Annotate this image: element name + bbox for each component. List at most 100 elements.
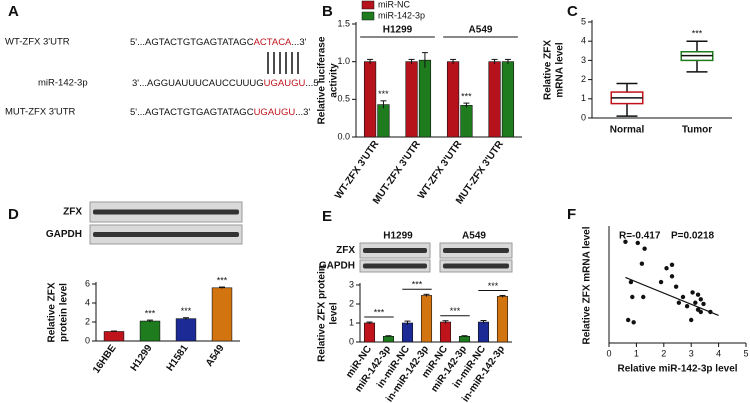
panel-label: A: [8, 3, 19, 20]
blot-band: [363, 248, 427, 253]
y-tick-label: 2: [349, 298, 354, 308]
y-tick-label: 0.0: [337, 131, 350, 141]
point: [641, 294, 646, 300]
sig-label: ***: [374, 307, 385, 317]
y-axis-label: Relative ZFX: [543, 40, 554, 100]
fit-line: [625, 276, 719, 316]
sequence: 5'...AGTACTGTGAGTATAGCACTACA...3': [130, 37, 307, 48]
y-tick-label: 0: [349, 336, 354, 346]
x-tick-label: 1: [634, 348, 639, 358]
seq-site: ACTACA: [254, 37, 292, 48]
bar: [382, 335, 395, 343]
x-tick-label: WT-ZFX 3'UTR: [333, 138, 382, 201]
panel-label: B: [322, 3, 333, 20]
blot-label: GAPDH: [46, 229, 82, 240]
point: [698, 309, 703, 315]
sequence-name: miR-142-3p: [38, 78, 88, 89]
point: [635, 240, 640, 246]
blot-band: [93, 209, 239, 215]
x-tick-label: 16HBE: [91, 343, 119, 376]
sig-label: ***: [412, 280, 423, 290]
bar: [418, 59, 432, 138]
pairing-lines: [267, 52, 299, 74]
y-tick-label: 0.5: [337, 94, 350, 104]
sig-label: ***: [461, 91, 472, 101]
y-axis-label: level: [329, 302, 340, 324]
sig-label: ***: [488, 281, 499, 291]
y-axis-label: protein level: [59, 283, 70, 342]
x-tick-label: Normal: [610, 125, 645, 136]
y-tick-label: 6: [85, 278, 90, 288]
seq-part: 5'...AGTACTGTGAGTATAGC: [130, 37, 254, 48]
y-tick-label: 2: [581, 74, 586, 84]
y-tick-label: 1.0: [337, 56, 350, 66]
seq-site: UGAUGU: [254, 107, 296, 118]
sig-label: ***: [181, 306, 192, 316]
stat-label: P=0.0218: [671, 231, 715, 242]
point: [684, 304, 690, 309]
group-label: H1299: [383, 25, 413, 36]
x-tick-label: Tumor: [682, 125, 712, 136]
y-tick-label: 3: [581, 55, 586, 65]
legend-label: miR-NC: [378, 0, 410, 9]
panel-label: C: [567, 3, 578, 20]
x-tick-label: 3: [689, 348, 694, 358]
point: [669, 274, 675, 279]
bar: [211, 287, 233, 342]
y-tick-label: 1.5: [337, 18, 350, 28]
bar: [460, 105, 473, 138]
point: [695, 292, 701, 297]
sig-label: ***: [145, 308, 156, 318]
point: [690, 290, 695, 295]
sig-label: ***: [692, 29, 703, 39]
bar: [139, 320, 161, 342]
seq-part: 5'...AGTACTGTGAGTATAGC: [130, 107, 254, 118]
stat-label: R=-0.417: [619, 231, 661, 242]
y-tick-label: 0: [581, 112, 586, 122]
group-label: H1299: [383, 231, 413, 242]
seq-part: ...3': [291, 37, 306, 48]
panel-label: F: [567, 206, 576, 223]
point: [693, 300, 698, 305]
y-axis-label: Relative luciferase: [317, 36, 328, 124]
point: [623, 239, 628, 244]
x-tick-label: H1299: [129, 343, 155, 374]
seq-part: ...5': [305, 78, 320, 89]
bar: [477, 321, 490, 343]
group-label: A549: [469, 25, 493, 36]
bar: [401, 322, 414, 343]
point: [676, 300, 682, 305]
y-axis-label: Relative ZFX protein: [317, 265, 328, 362]
y-tick-label: 1: [581, 93, 586, 103]
point: [628, 279, 634, 285]
point: [631, 320, 636, 325]
x-tick-label: H1581: [165, 343, 191, 374]
panel-a: A WT-ZFX 3'UTR 5'...AGTACTGTGAGTATAGCACT…: [5, 3, 321, 118]
x-tick-label: 5: [743, 348, 748, 358]
legend-label: miR-142-3p: [378, 10, 425, 20]
x-tick-label: 4: [716, 348, 721, 358]
seq-part: ...3': [295, 107, 310, 118]
legend-swatch: [361, 11, 375, 21]
seq-site: UGAUGU: [264, 78, 306, 89]
y-tick-label: 5: [581, 16, 586, 26]
blot-band: [93, 232, 239, 237]
point: [658, 279, 664, 285]
blot-band: [443, 248, 509, 253]
sequence-name: MUT-ZFX 3'UTR: [5, 107, 76, 118]
y-axis-label: Relative ZFX mRNA level: [582, 226, 593, 344]
blot-label: ZFX: [63, 207, 82, 218]
point: [680, 294, 686, 300]
point: [639, 261, 645, 266]
blot-band: [443, 263, 509, 269]
seq-part: 3'...AGGUAUUUCAUCCUUUG: [132, 78, 264, 89]
point: [664, 266, 669, 271]
blot-label: ZFX: [336, 245, 355, 256]
point: [673, 284, 679, 289]
bar: [496, 296, 509, 343]
bar: [501, 61, 515, 138]
y-tick-label: 4: [85, 297, 90, 307]
y-tick-label: 1: [349, 317, 354, 327]
blot-label: GAPDH: [319, 261, 355, 272]
